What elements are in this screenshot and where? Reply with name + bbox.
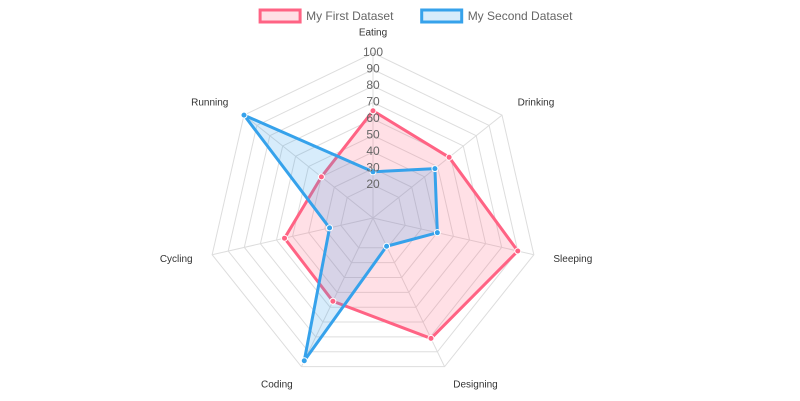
data-point: [514, 247, 522, 255]
tick-label: 30: [366, 161, 380, 175]
data-point: [369, 168, 377, 176]
grid-line: [275, 118, 471, 308]
data-point: [383, 242, 391, 250]
legend-swatch: [258, 8, 302, 24]
tick-label: 100: [363, 45, 383, 59]
grid-line: [308, 151, 438, 278]
legend-label: My Second Dataset: [468, 9, 573, 23]
tick-label: 70: [366, 95, 380, 109]
point-label: Eating: [359, 28, 387, 39]
point-label: Cycling: [160, 254, 193, 265]
grid-line: [211, 52, 535, 368]
data-point: [369, 107, 377, 115]
point-label: Coding: [261, 379, 293, 390]
tick-label: 20: [366, 177, 380, 191]
data-point: [433, 229, 441, 237]
tick-label: 40: [366, 144, 380, 158]
grid-line: [243, 85, 503, 338]
tick-label: 90: [366, 62, 380, 76]
point-label: Sleeping: [553, 254, 592, 265]
radar-area: [283, 109, 520, 340]
tick-label: 50: [366, 128, 380, 142]
grid-line: [292, 134, 454, 293]
legend-label: My First Dataset: [306, 9, 394, 23]
data-point: [326, 224, 334, 232]
tick-label: 60: [366, 111, 380, 125]
radar-area: [242, 113, 439, 363]
grid-line: [227, 68, 519, 353]
data-point: [240, 111, 248, 119]
point-label: Running: [191, 97, 228, 108]
data-point: [427, 334, 435, 342]
point-label: Designing: [453, 379, 497, 390]
legend: My First Dataset My Second Dataset: [258, 8, 573, 24]
grid-line: [340, 184, 406, 249]
data-point: [329, 297, 337, 305]
data-point: [317, 173, 325, 181]
data-point: [445, 153, 453, 161]
data-point: [300, 357, 308, 365]
data-point: [431, 165, 439, 173]
tick-label: 80: [366, 78, 380, 92]
point-label: Drinking: [518, 97, 555, 108]
data-point: [281, 234, 289, 242]
legend-swatch: [420, 8, 464, 24]
